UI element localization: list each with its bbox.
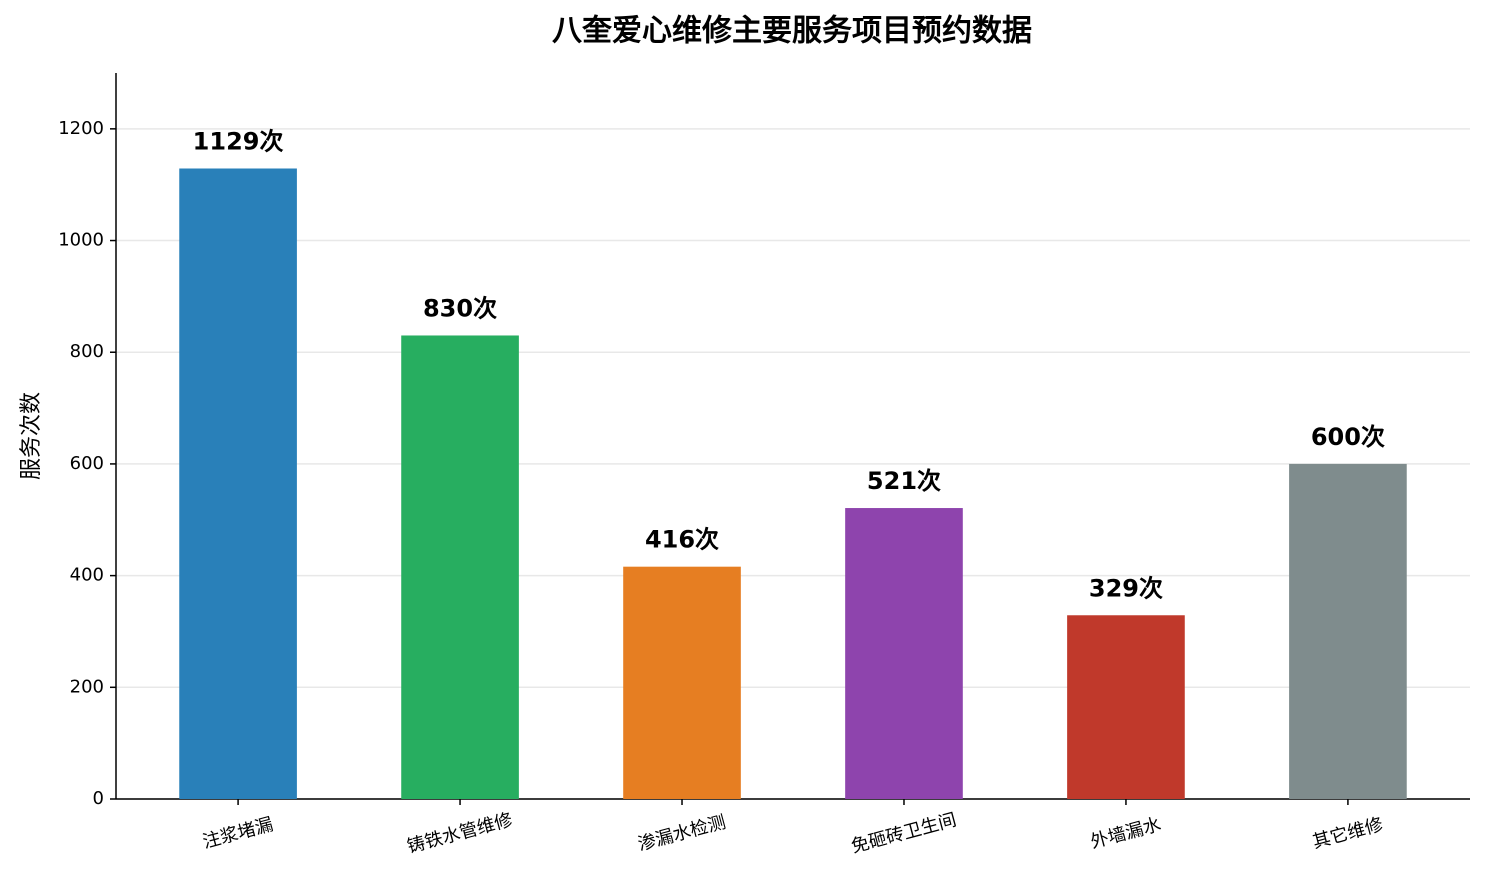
bar xyxy=(623,566,741,799)
chart-title: 八奎爱心维修主要服务项目预约数据 xyxy=(552,14,1032,49)
y-tick-label: 1200 xyxy=(58,118,104,139)
y-tick-label: 0 xyxy=(93,788,104,809)
x-tick-label: 外墙漏水 xyxy=(1088,814,1163,853)
y-tick-label: 400 xyxy=(70,565,104,586)
x-tick-label: 免砸砖卫生间 xyxy=(849,809,959,857)
data-label: 600次 xyxy=(1311,423,1385,451)
bar xyxy=(401,335,519,799)
y-tick-label: 600 xyxy=(70,453,104,474)
x-tick-label: 注浆堵漏 xyxy=(200,814,275,853)
y-axis-label: 服务次数 xyxy=(19,392,44,480)
y-tick-label: 200 xyxy=(70,676,104,697)
bar xyxy=(1289,463,1407,799)
x-tick-label: 渗漏水检测 xyxy=(636,812,728,856)
x-tick-label: 铸铁水管维修 xyxy=(405,809,515,857)
data-label: 521次 xyxy=(867,467,941,495)
y-tick-label: 800 xyxy=(70,341,104,362)
data-label: 1129次 xyxy=(193,127,284,155)
data-label: 830次 xyxy=(423,294,497,322)
y-tick-label: 1000 xyxy=(58,230,104,251)
data-label: 329次 xyxy=(1089,574,1163,602)
data-label: 416次 xyxy=(645,526,719,554)
x-tick-label: 其它维修 xyxy=(1310,814,1385,853)
bar xyxy=(845,508,963,799)
bar xyxy=(179,168,297,799)
bar xyxy=(1067,615,1185,799)
